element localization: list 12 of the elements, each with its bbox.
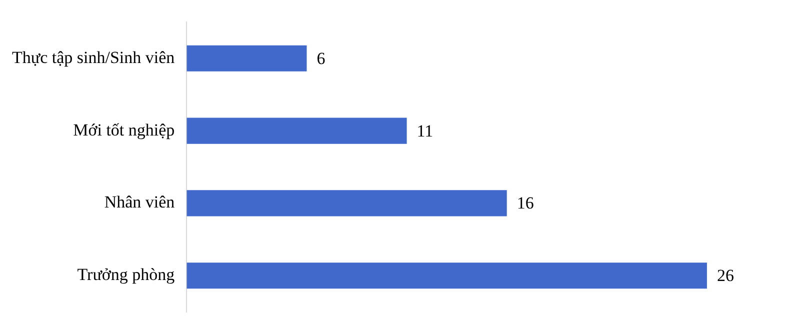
y-tick-label: Nhân viên: [104, 192, 176, 212]
data-label: 16: [516, 194, 534, 213]
bar: [186, 190, 507, 216]
data-label: 26: [716, 266, 734, 286]
data-label: 11: [416, 121, 434, 140]
y-tick-label: Mới tốt nghiệp: [73, 120, 175, 140]
bar: [186, 262, 707, 289]
bar: [186, 45, 307, 72]
y-tick-label: Trưởng phòng: [77, 265, 176, 284]
y-tick-label: Thực tập sinh/Sinh viên: [12, 48, 176, 67]
data-label: 6: [316, 48, 326, 68]
bar: [186, 118, 407, 144]
